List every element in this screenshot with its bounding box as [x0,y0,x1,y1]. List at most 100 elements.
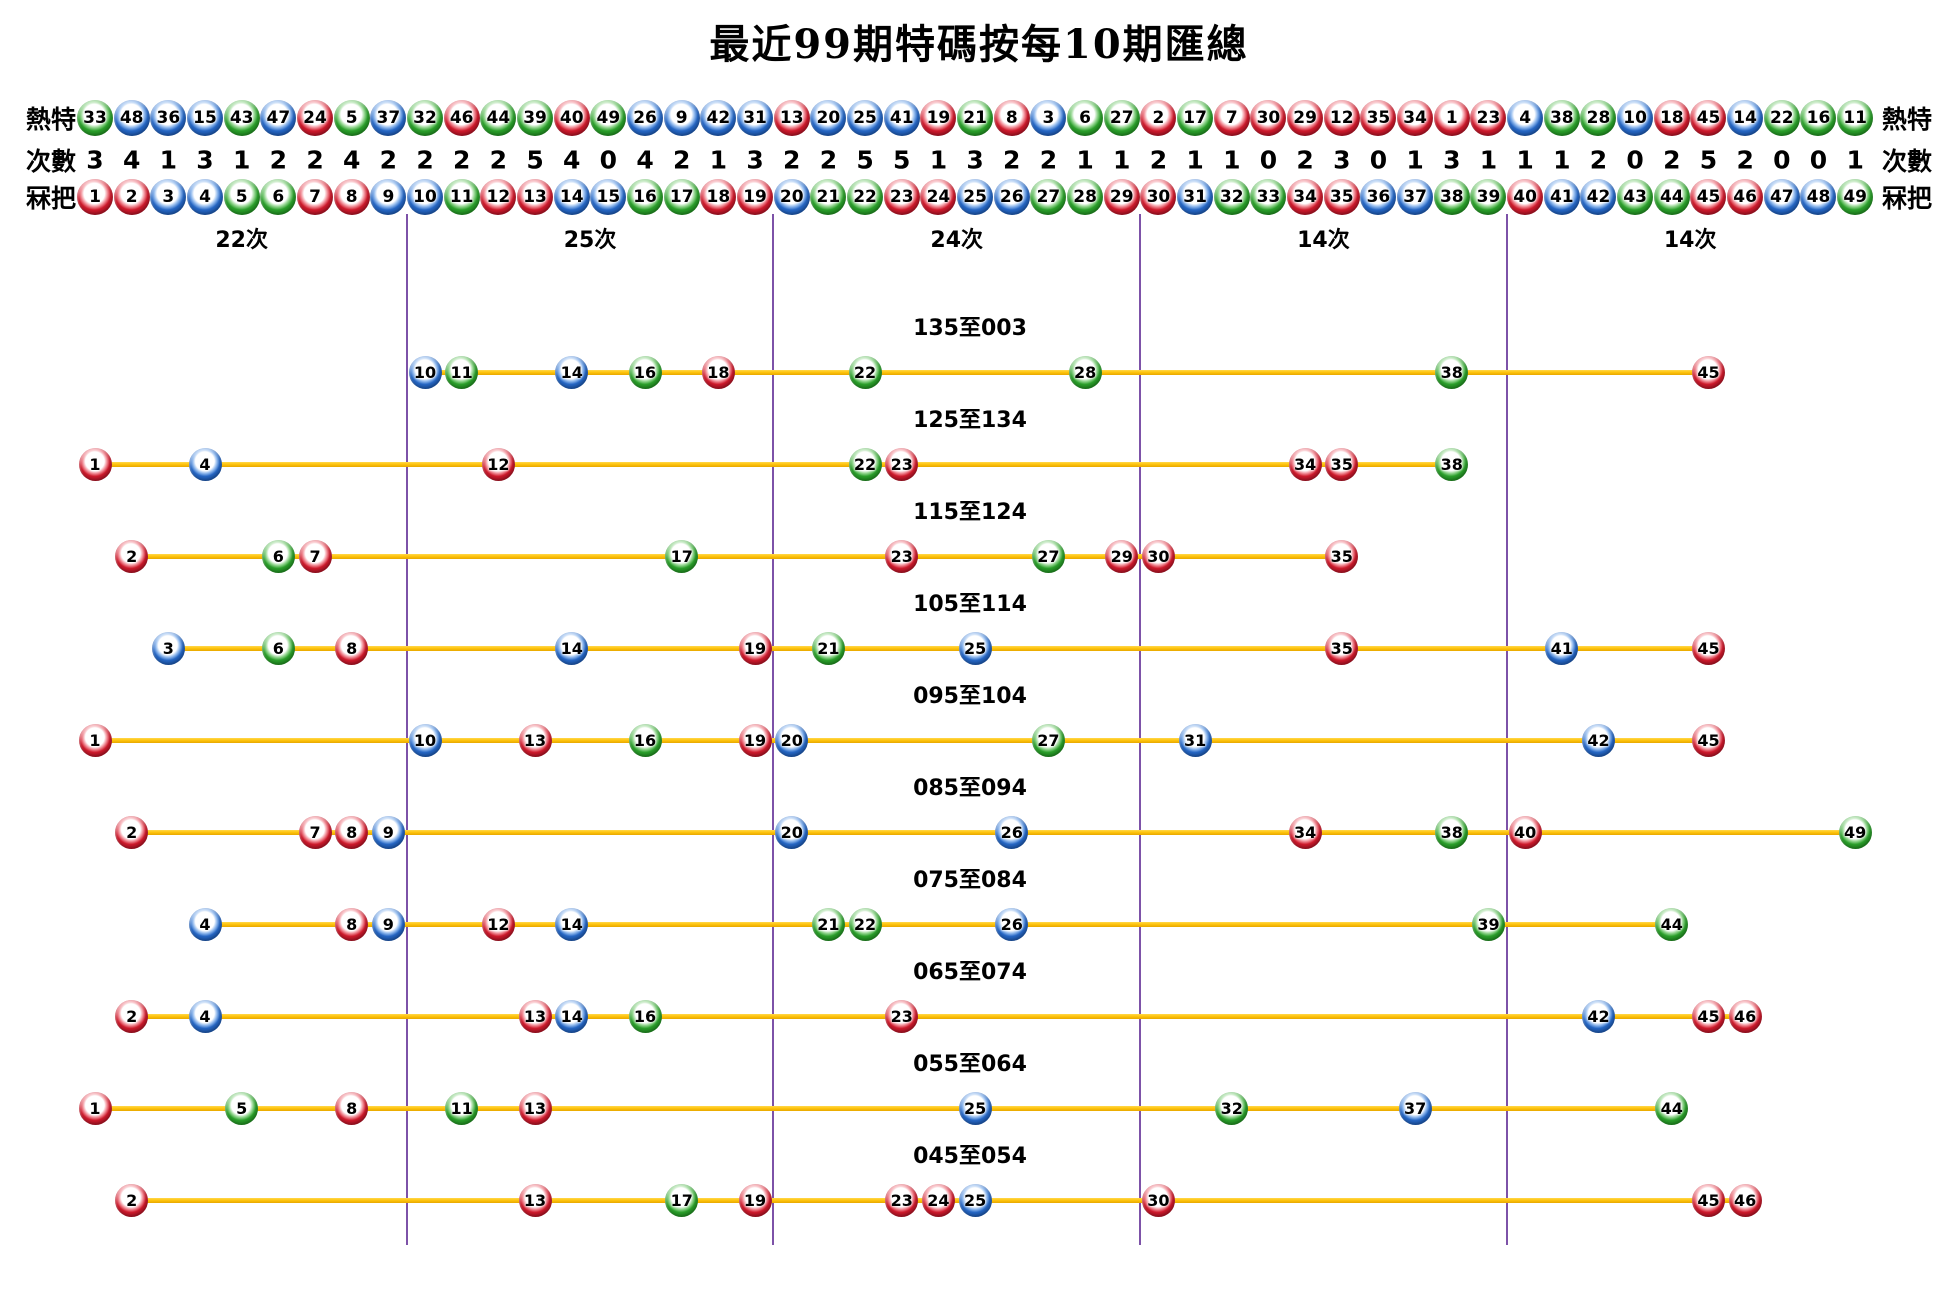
number-index-ball: 13 [517,179,554,215]
number-index-ball: 2 [113,179,150,215]
period-ball: 20 [775,723,809,757]
section-divider-line [1139,214,1142,1245]
period-ball: 42 [1581,723,1615,757]
period-ball: 19 [738,723,772,757]
hot-number-ball: 22 [1763,100,1800,136]
count-value: 1 [1479,145,1498,175]
number-index-ball: 42 [1580,179,1617,215]
number-index-ball: 5 [223,179,260,215]
period-ball: 34 [1288,815,1322,849]
hot-number-ball: 28 [1580,100,1617,136]
row-label-number-left: 冧把 [26,184,77,213]
section-divider-line [1505,214,1508,1245]
period-ball: 17 [665,1183,699,1217]
count-value: 0 [1809,145,1828,175]
count-value: 4 [342,145,361,175]
period-ball: 8 [335,631,369,665]
number-index-ball: 46 [1727,179,1764,215]
number-index-ball: 33 [1250,179,1287,215]
number-index-ball: 36 [1360,179,1397,215]
number-index-ball: 37 [1397,179,1434,215]
period-ball: 9 [371,907,405,941]
hot-number-ball: 49 [590,100,627,136]
hot-number-ball: 18 [1653,100,1690,136]
period-range-label: 135至003 [913,316,1027,341]
count-value: 2 [416,145,434,175]
period-ball: 38 [1435,355,1469,389]
period-ball: 1 [78,723,112,757]
hot-number-ball: 46 [443,100,480,136]
period-ball: 21 [811,907,845,941]
count-value: 3 [966,145,984,175]
period-ball: 8 [335,1091,369,1125]
hot-number-ball: 25 [847,100,884,136]
hot-number-ball: 5 [333,100,370,136]
row-label-number-right: 冧把 [1882,184,1933,213]
connector-line [425,369,1709,375]
hot-number-ball: 4 [1507,100,1544,136]
period-ball: 26 [995,907,1029,941]
hot-number-ball: 1 [1433,100,1470,136]
count-value: 2 [673,145,691,175]
number-index-ball: 45 [1690,179,1727,215]
period-ball: 6 [261,539,295,573]
count-value: 2 [489,145,508,175]
hot-number-ball: 33 [77,100,113,136]
period-ball: 27 [1031,723,1065,757]
count-value: 1 [1186,145,1204,175]
number-index-ball: 6 [260,179,297,215]
number-index-ball: 8 [333,179,370,215]
count-value: 5 [893,145,911,175]
period-ball: 3 [151,631,185,665]
period-range-label: 125至134 [913,408,1027,433]
hot-number-ball: 8 [993,100,1030,136]
row-label-count-right: 次數 [1882,147,1933,176]
number-index-ball: 21 [810,179,847,215]
period-ball: 26 [995,815,1029,849]
period-ball: 13 [518,723,552,757]
connector-line [95,737,1709,743]
period-range-label: 055至064 [913,1052,1027,1077]
hot-number-ball: 6 [1067,100,1104,136]
hot-number-ball: 39 [517,100,554,136]
hot-number-ball: 26 [627,100,664,136]
count-value: 5 [1699,145,1718,175]
period-ball: 40 [1508,815,1542,849]
group-total-label: 25次 [563,228,617,253]
period-ball: 2 [115,999,149,1033]
hot-number-ball: 35 [1360,100,1397,136]
period-ball: 19 [738,631,772,665]
row-label-hot-left: 熱特 [26,105,77,134]
number-index-ball: 9 [370,179,407,215]
period-ball: 4 [188,907,222,941]
period-ball: 23 [885,1183,919,1217]
connector-line [95,1105,1672,1111]
hot-number-ball: 10 [1617,100,1654,136]
number-index-ball: 20 [773,179,810,215]
hot-number-ball: 32 [407,100,444,136]
number-index-ball: 7 [297,179,334,215]
period-ball: 25 [958,1183,992,1217]
number-index-ball: 4 [187,179,223,215]
count-value: 1 [709,145,728,175]
row-label-count-left: 次數 [26,147,77,176]
period-ball: 13 [518,999,552,1033]
number-index-ball: 10 [407,179,444,215]
number-index-ball: 38 [1433,179,1470,215]
count-value: 3 [1333,145,1351,175]
period-ball: 25 [958,631,992,665]
hot-number-ball: 47 [260,100,297,136]
hot-number-ball: 27 [1103,100,1140,136]
hot-number-ball: 40 [553,100,590,136]
period-ball: 18 [701,355,735,389]
count-value: 3 [196,145,214,175]
period-range-label: 085至094 [913,776,1027,801]
period-ball: 14 [555,355,589,389]
count-value: 3 [86,145,104,175]
period-ball: 28 [1068,355,1102,389]
count-value: 1 [1846,145,1864,175]
hot-number-ball: 37 [370,100,407,136]
count-value: 0 [1259,145,1278,175]
connector-line [168,645,1709,651]
